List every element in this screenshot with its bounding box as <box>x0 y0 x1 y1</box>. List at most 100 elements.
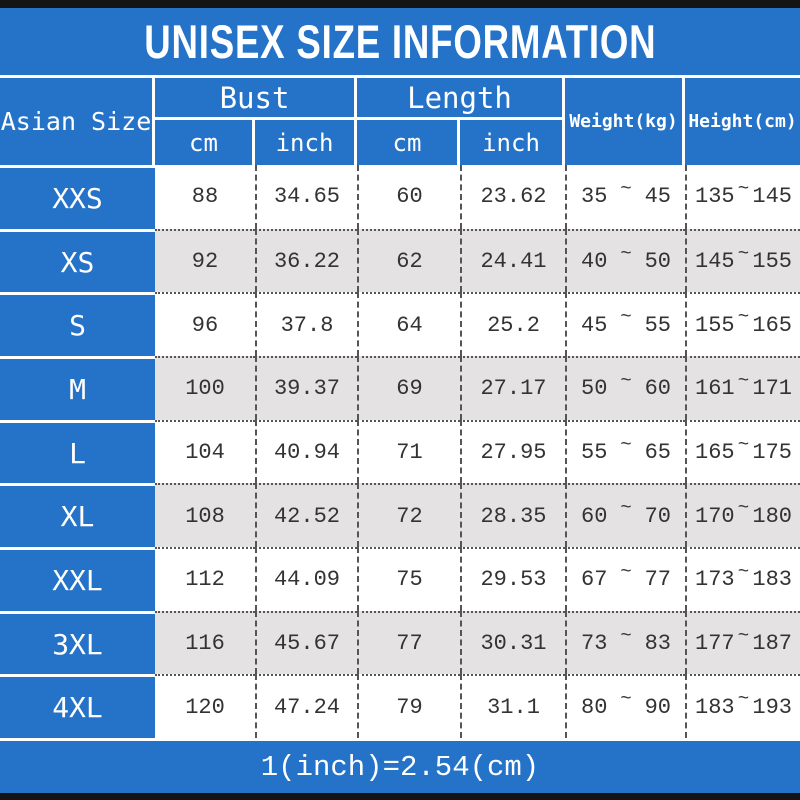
weight-range: 80 ~ 90 <box>565 674 685 739</box>
weight-max: 45 <box>644 184 671 210</box>
tilde-separator: ~ <box>737 433 750 456</box>
height-min: 183 <box>695 694 735 720</box>
tilde-separator: ~ <box>737 306 750 329</box>
height-range: 135 ~ 145 <box>685 165 800 229</box>
weight-range: 40 ~ 50 <box>565 228 685 293</box>
column-header-asian-size: Asian Size <box>0 78 155 165</box>
column-group-length: Length <box>357 78 565 120</box>
table-row-xl: XL 108 42.52 72 28.35 60 ~ 70 170 ~ 180 <box>0 483 800 548</box>
tilde-separator: ~ <box>737 177 750 200</box>
length-cm-value: 64 <box>357 292 460 357</box>
tilde-separator: ~ <box>620 177 632 200</box>
size-label: S <box>0 292 155 357</box>
length-cm-value: 71 <box>357 419 460 484</box>
weight-min: 55 <box>581 440 608 466</box>
height-max: 171 <box>752 376 792 402</box>
bust-cm-value: 120 <box>155 674 255 739</box>
bust-inch-value: 44.09 <box>255 547 357 611</box>
weight-min: 67 <box>581 567 608 593</box>
weight-min: 45 <box>581 312 608 338</box>
tilde-separator: ~ <box>620 624 632 647</box>
page-title: UNISEX SIZE INFORMATION <box>143 15 657 68</box>
bust-inch-value: 37.8 <box>255 292 357 357</box>
length-inch-value: 23.62 <box>460 165 565 229</box>
height-range: 183 ~ 193 <box>685 674 800 739</box>
table-row-xxs: XXS 88 34.65 60 23.62 35 ~ 45 135 ~ 145 <box>0 165 800 229</box>
weight-max: 83 <box>644 631 671 657</box>
bust-cm-value: 96 <box>155 292 255 357</box>
table-row-4xl: 4XL 120 47.24 79 31.1 80 ~ 90 183 ~ 193 <box>0 674 800 739</box>
tilde-separator: ~ <box>620 433 632 456</box>
bust-cm-value: 100 <box>155 356 255 420</box>
length-cm-value: 77 <box>357 610 460 675</box>
table-row-l: L 104 40.94 71 27.95 55 ~ 65 165 ~ 175 <box>0 419 800 484</box>
table-row-xxl: XXL 112 44.09 75 29.53 67 ~ 77 173 ~ 183 <box>0 547 800 611</box>
bust-cm-value: 108 <box>155 483 255 548</box>
weight-max: 60 <box>644 376 671 402</box>
height-min: 161 <box>695 376 735 402</box>
bust-inch-value: 34.65 <box>255 165 357 229</box>
weight-max: 65 <box>644 440 671 466</box>
tilde-separator: ~ <box>737 688 750 711</box>
size-label: M <box>0 356 155 420</box>
bust-inch-value: 45.67 <box>255 610 357 675</box>
bottom-border-bar <box>0 793 800 800</box>
column-header-length-cm: cm <box>357 120 460 165</box>
top-border-bar <box>0 0 800 8</box>
bust-inch-value: 39.37 <box>255 356 357 420</box>
height-max: 175 <box>752 440 792 466</box>
length-cm-value: 60 <box>357 165 460 229</box>
tilde-separator: ~ <box>620 688 632 711</box>
weight-range: 60 ~ 70 <box>565 483 685 548</box>
weight-max: 50 <box>644 249 671 274</box>
length-cm-value: 62 <box>357 228 460 293</box>
height-min: 145 <box>695 249 735 274</box>
length-cm-value: 69 <box>357 356 460 420</box>
tilde-separator: ~ <box>620 242 632 265</box>
height-max: 193 <box>752 694 792 720</box>
height-min: 135 <box>695 184 735 210</box>
height-range: 173 ~ 183 <box>685 547 800 611</box>
weight-min: 73 <box>581 631 608 657</box>
table-body: XXS 88 34.65 60 23.62 35 ~ 45 135 ~ 145 … <box>0 165 800 739</box>
height-max: 183 <box>752 567 792 593</box>
length-inch-value: 24.41 <box>460 228 565 293</box>
size-label: XS <box>0 228 155 293</box>
column-header-bust-cm: cm <box>155 120 255 165</box>
table-row-m: M 100 39.37 69 27.17 50 ~ 60 161 ~ 171 <box>0 356 800 420</box>
bust-cm-value: 104 <box>155 419 255 484</box>
height-range: 145 ~ 155 <box>685 228 800 293</box>
bust-cm-value: 88 <box>155 165 255 229</box>
bust-cm-value: 112 <box>155 547 255 611</box>
tilde-separator: ~ <box>737 242 750 265</box>
weight-min: 80 <box>581 694 608 720</box>
height-max: 155 <box>752 249 792 274</box>
length-inch-value: 25.2 <box>460 292 565 357</box>
column-header-weight: Weight(kg) <box>565 78 685 165</box>
height-max: 180 <box>752 503 792 529</box>
weight-min: 40 <box>581 249 608 274</box>
bust-cm-value: 116 <box>155 610 255 675</box>
size-label: XL <box>0 483 155 548</box>
weight-range: 45 ~ 55 <box>565 292 685 357</box>
size-label: XXL <box>0 547 155 611</box>
height-min: 177 <box>695 631 735 657</box>
length-inch-value: 30.31 <box>460 610 565 675</box>
column-header-bust-inch: inch <box>255 120 357 165</box>
height-range: 155 ~ 165 <box>685 292 800 357</box>
tilde-separator: ~ <box>737 497 750 520</box>
title-band: UNISEX SIZE INFORMATION <box>0 8 800 78</box>
column-group-bust: Bust <box>155 78 357 120</box>
table-header: Asian Size Bust Length cm inch cm inch W… <box>0 78 800 165</box>
tilde-separator: ~ <box>737 624 750 647</box>
table-row-s: S 96 37.8 64 25.2 45 ~ 55 155 ~ 165 <box>0 292 800 357</box>
weight-max: 90 <box>644 694 671 720</box>
bust-cm-value: 92 <box>155 228 255 293</box>
weight-max: 55 <box>644 312 671 338</box>
size-label: XXS <box>0 165 155 229</box>
footer-note-band: 1(inch)=2.54(cm) <box>0 738 800 793</box>
length-inch-value: 28.35 <box>460 483 565 548</box>
length-cm-value: 75 <box>357 547 460 611</box>
size-label: 3XL <box>0 610 155 675</box>
tilde-separator: ~ <box>620 560 632 583</box>
